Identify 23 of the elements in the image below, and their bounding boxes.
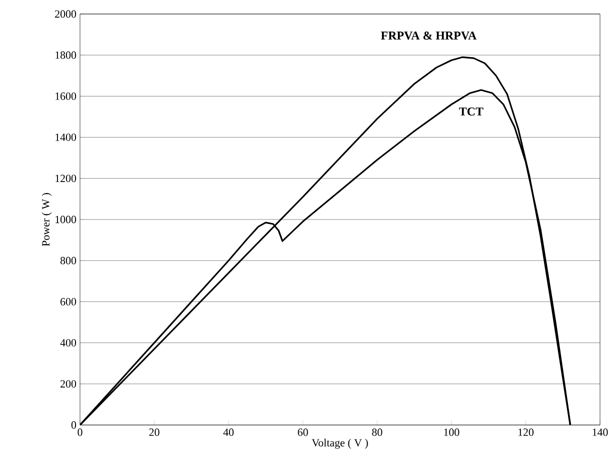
- y-tick-label: 800: [60, 256, 76, 264]
- y-tick-label: 1200: [56, 174, 76, 182]
- y-tick-label: 0: [71, 421, 76, 429]
- x-tick-label: 20: [149, 428, 160, 436]
- y-tick-label: 1000: [56, 216, 76, 224]
- x-tick-label: 100: [444, 428, 460, 436]
- y-tick-label: 1800: [56, 51, 76, 59]
- x-tick-label: 0: [78, 428, 82, 436]
- y-tick-label: 200: [60, 380, 76, 388]
- x-tick-label: 60: [298, 428, 308, 436]
- series-label: FRPVA & HRPVA: [380, 32, 477, 40]
- x-tick-label: 120: [518, 428, 534, 436]
- y-tick-label: 1400: [56, 134, 76, 141]
- x-axis-title: Voltage ( V ): [312, 438, 368, 449]
- y-tick-label: 400: [60, 339, 76, 346]
- y-tick-label: 2000: [55, 10, 76, 18]
- x-tick-label: 80: [372, 428, 382, 436]
- y-tick-label: 600: [60, 298, 76, 306]
- x-tick-label: 40: [223, 428, 234, 436]
- series-label: TCT: [459, 107, 484, 116]
- y-axis-title: Power ( W ): [42, 193, 52, 246]
- x-tick-label: 140: [592, 428, 608, 436]
- y-tick-label: 1600: [56, 92, 76, 100]
